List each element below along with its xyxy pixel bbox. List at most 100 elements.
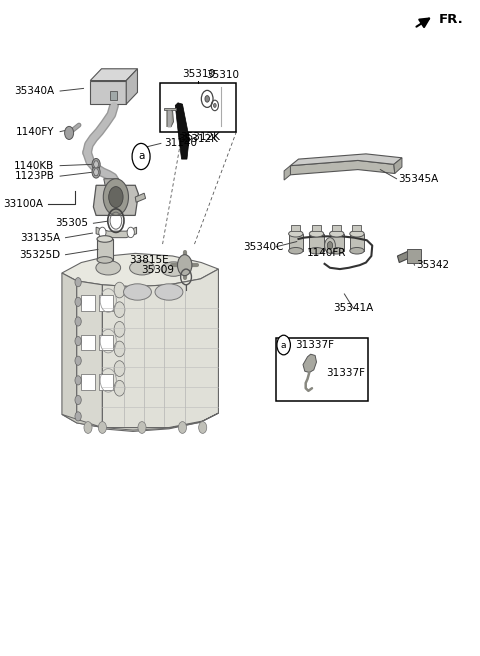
Circle shape	[75, 297, 81, 306]
Text: 33135A: 33135A	[20, 233, 60, 243]
Text: 1140FR: 1140FR	[307, 249, 346, 258]
Ellipse shape	[123, 284, 151, 300]
Bar	[312, 224, 321, 231]
Polygon shape	[62, 413, 218, 430]
Circle shape	[114, 282, 125, 298]
Ellipse shape	[350, 247, 364, 254]
Text: FR.: FR.	[439, 12, 464, 26]
Circle shape	[75, 356, 81, 365]
Bar	[330, 234, 344, 251]
Circle shape	[75, 412, 81, 421]
Ellipse shape	[350, 230, 364, 237]
Circle shape	[75, 376, 81, 385]
Bar	[99, 374, 113, 390]
Bar	[97, 239, 113, 260]
Text: 35340A: 35340A	[14, 86, 54, 96]
Polygon shape	[94, 169, 99, 176]
Bar	[309, 234, 324, 251]
Circle shape	[65, 127, 73, 140]
Text: 35342: 35342	[416, 260, 449, 270]
Circle shape	[324, 237, 336, 253]
Bar	[408, 249, 421, 262]
Polygon shape	[90, 69, 137, 81]
Circle shape	[114, 341, 125, 357]
Polygon shape	[290, 154, 402, 166]
Ellipse shape	[288, 247, 303, 254]
Circle shape	[114, 321, 125, 337]
Polygon shape	[165, 108, 176, 110]
Text: 31337F: 31337F	[295, 340, 334, 350]
Circle shape	[103, 178, 129, 215]
Bar	[81, 335, 95, 350]
Polygon shape	[284, 166, 290, 180]
Text: 35341A: 35341A	[333, 303, 373, 314]
Text: 35309: 35309	[142, 266, 174, 276]
Polygon shape	[397, 251, 411, 262]
Ellipse shape	[161, 262, 186, 276]
Circle shape	[75, 337, 81, 346]
Text: 31337F: 31337F	[326, 367, 365, 377]
Text: a: a	[138, 152, 144, 161]
Polygon shape	[290, 161, 395, 174]
Bar	[99, 335, 113, 350]
Text: 35310: 35310	[182, 70, 215, 79]
Polygon shape	[94, 185, 138, 215]
Circle shape	[92, 159, 100, 171]
Circle shape	[214, 104, 216, 108]
Circle shape	[205, 96, 209, 102]
Polygon shape	[102, 269, 218, 432]
Bar	[99, 295, 113, 311]
Text: a: a	[281, 340, 287, 350]
Circle shape	[98, 422, 107, 434]
Circle shape	[132, 144, 150, 170]
Text: 35312K: 35312K	[178, 134, 218, 144]
Bar	[332, 224, 341, 231]
Polygon shape	[126, 69, 137, 104]
Polygon shape	[77, 281, 102, 428]
Bar	[291, 224, 300, 231]
Circle shape	[138, 422, 146, 434]
Bar	[81, 374, 95, 390]
Polygon shape	[96, 227, 137, 237]
Text: 1140FY: 1140FY	[16, 127, 54, 136]
Text: 35310: 35310	[206, 70, 240, 80]
Circle shape	[178, 255, 192, 276]
Ellipse shape	[330, 230, 344, 237]
Text: 1140KB: 1140KB	[14, 161, 54, 171]
Text: 33815E: 33815E	[129, 255, 169, 265]
Circle shape	[179, 422, 187, 434]
Ellipse shape	[330, 247, 344, 254]
Text: 35345A: 35345A	[398, 174, 439, 184]
Circle shape	[114, 380, 125, 396]
Polygon shape	[168, 111, 173, 127]
Polygon shape	[135, 193, 145, 202]
Bar	[276, 338, 368, 401]
Circle shape	[84, 422, 92, 434]
Polygon shape	[104, 178, 119, 185]
Circle shape	[199, 422, 207, 434]
Circle shape	[114, 302, 125, 318]
Polygon shape	[62, 253, 218, 287]
Polygon shape	[109, 91, 117, 100]
Bar	[81, 295, 95, 311]
Ellipse shape	[130, 260, 155, 275]
Bar	[350, 234, 364, 251]
Circle shape	[99, 227, 106, 237]
Ellipse shape	[97, 236, 113, 242]
Ellipse shape	[96, 260, 120, 275]
Text: 31140: 31140	[165, 138, 197, 148]
Circle shape	[127, 227, 134, 237]
Text: 1123PB: 1123PB	[14, 171, 54, 181]
Polygon shape	[62, 273, 77, 423]
Text: 35305: 35305	[55, 218, 88, 228]
Ellipse shape	[97, 256, 113, 263]
Polygon shape	[94, 161, 99, 168]
Ellipse shape	[288, 230, 303, 237]
Polygon shape	[90, 81, 126, 104]
Bar	[160, 83, 237, 132]
Polygon shape	[175, 103, 189, 159]
Text: 35325D: 35325D	[19, 250, 60, 260]
Circle shape	[114, 361, 125, 377]
Polygon shape	[394, 158, 402, 173]
Circle shape	[108, 186, 123, 207]
